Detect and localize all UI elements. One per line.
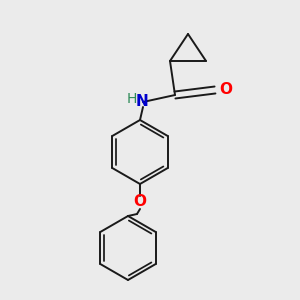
- Text: N: N: [136, 94, 148, 110]
- Text: H: H: [127, 92, 137, 106]
- Text: O: O: [134, 194, 146, 209]
- Text: O: O: [219, 82, 232, 97]
